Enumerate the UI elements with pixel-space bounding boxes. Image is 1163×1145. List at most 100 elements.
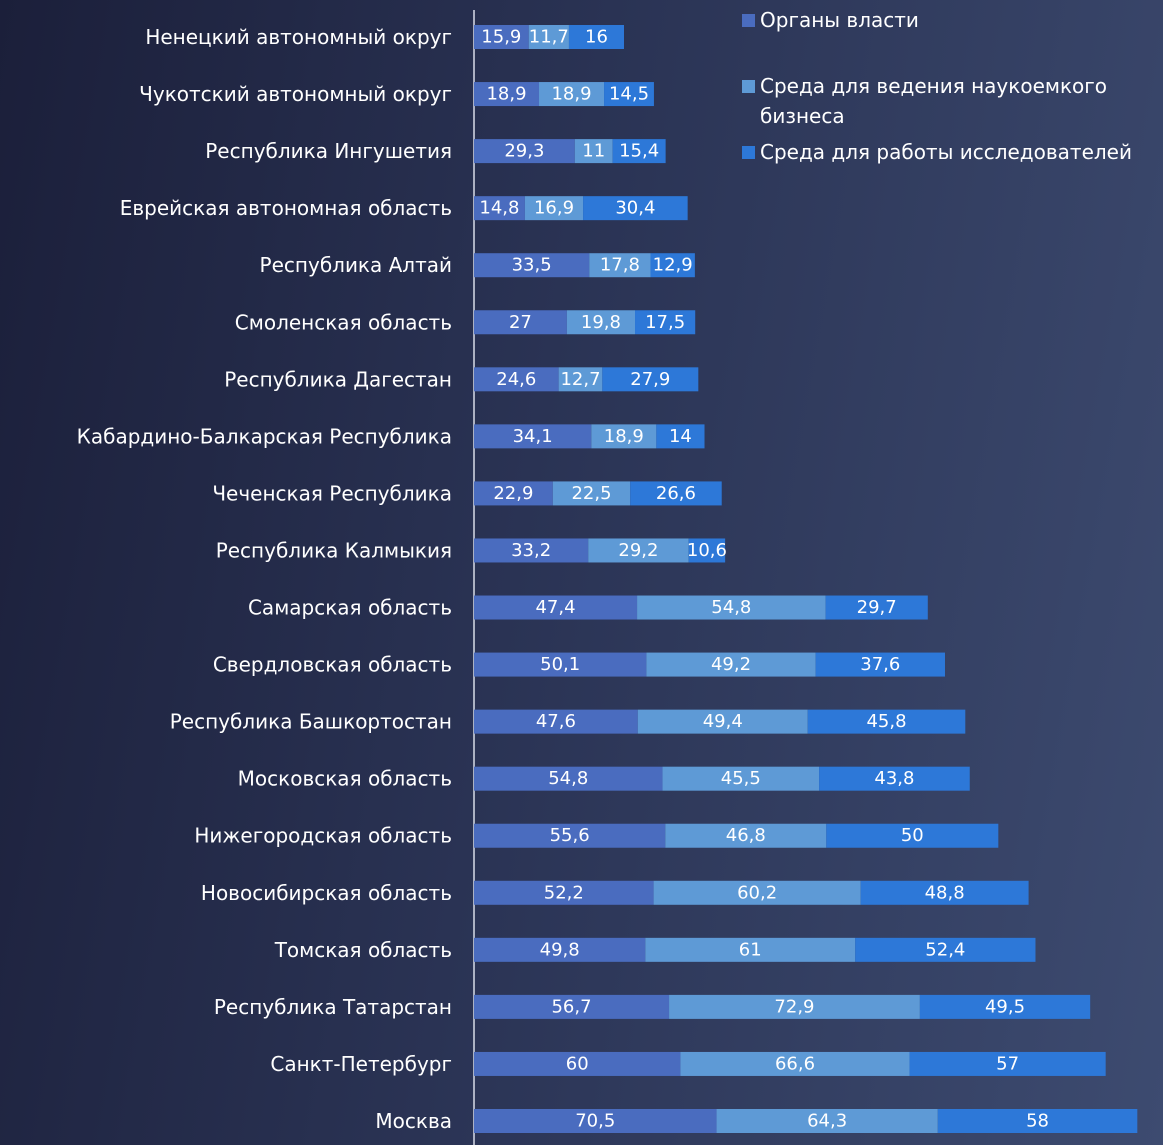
value-label: 54,8 (548, 768, 588, 789)
category-label: Чеченская Республика (212, 481, 452, 505)
value-label: 49,8 (540, 939, 580, 960)
bar-segment (645, 937, 856, 962)
category-label: Республика Калмыкия (216, 538, 452, 562)
bar-segment (860, 880, 1029, 905)
category-label: Москва (375, 1109, 452, 1133)
value-label: 27 (509, 312, 532, 333)
value-label: 17,5 (645, 312, 685, 333)
bar-segment (855, 937, 1036, 962)
bar-segment (591, 424, 657, 449)
bar-segment (637, 709, 808, 734)
value-label: 14,5 (609, 84, 649, 105)
bar-segment (688, 538, 726, 563)
bar-segment (669, 994, 920, 1019)
value-label: 15,4 (619, 141, 659, 162)
category-label: Кабардино-Балкарская Республика (77, 424, 452, 448)
value-label: 49,4 (703, 711, 743, 732)
value-label: 64,3 (807, 1111, 847, 1132)
value-label: 22,9 (493, 483, 533, 504)
value-label: 49,5 (985, 996, 1025, 1017)
value-label: 54,8 (711, 597, 751, 618)
legend-label: Органы власти (760, 8, 919, 32)
legend-swatch (742, 80, 755, 93)
bar-segment (630, 481, 722, 506)
bar-segment (680, 1051, 910, 1076)
bar-segment (474, 766, 663, 791)
bar-segment (474, 310, 567, 335)
value-label: 16 (585, 27, 608, 48)
value-label: 15,9 (481, 27, 521, 48)
bar-segment (474, 709, 638, 734)
value-label: 18,9 (604, 426, 644, 447)
value-label: 27,9 (630, 369, 670, 390)
value-label: 49,2 (711, 654, 751, 675)
bar-segment (826, 823, 999, 848)
legend-swatch (742, 14, 755, 27)
value-label: 50 (901, 825, 924, 846)
value-label: 52,4 (925, 939, 965, 960)
category-label: Республика Ингушетия (205, 139, 452, 163)
value-label: 14 (669, 426, 692, 447)
value-label: 45,8 (866, 711, 906, 732)
bar-segment (653, 880, 861, 905)
bar-segment (474, 1109, 717, 1133)
value-label: 70,5 (575, 1111, 615, 1132)
value-label: 12,9 (653, 255, 693, 276)
value-label: 61 (739, 939, 762, 960)
value-label: 30,4 (615, 198, 655, 219)
value-label: 34,1 (513, 426, 553, 447)
value-label: 43,8 (874, 768, 914, 789)
bar-segment (474, 880, 654, 905)
bar-segment (604, 82, 654, 107)
value-label: 52,2 (544, 882, 584, 903)
value-label: 17,8 (600, 255, 640, 276)
value-label: 24,6 (496, 369, 536, 390)
bar-segment (819, 766, 970, 791)
value-label: 22,5 (571, 483, 611, 504)
value-label: 11,7 (529, 27, 569, 48)
value-label: 56,7 (551, 996, 591, 1017)
bar-segment (474, 139, 575, 164)
bar-segment (474, 481, 553, 506)
value-label: 18,9 (486, 84, 526, 105)
bar-segment (474, 937, 646, 962)
bar-segment (552, 481, 631, 506)
legend-label: Среда для работы исследователей (760, 140, 1132, 164)
value-label: 47,6 (536, 711, 576, 732)
bar-segment (937, 1109, 1138, 1133)
legend-item: Среда для работы исследователей (742, 137, 1162, 167)
legend-swatch (742, 146, 755, 159)
value-label: 26,6 (656, 483, 696, 504)
bar-segment (474, 25, 529, 49)
bar-segment (583, 196, 688, 221)
legend-item: Органы власти (742, 5, 1162, 35)
bar-segment (474, 1051, 681, 1076)
category-label: Московская область (238, 767, 452, 791)
category-label: Республика Алтай (260, 253, 452, 277)
bar-segment (650, 253, 695, 278)
value-label: 37,6 (860, 654, 900, 675)
bar-segment (662, 766, 820, 791)
value-label: 16,9 (534, 198, 574, 219)
value-label: 33,5 (512, 255, 552, 276)
bar-segment (474, 538, 589, 563)
bar-segment (825, 595, 928, 620)
value-label: 10,6 (687, 540, 727, 561)
value-label: 11 (582, 141, 605, 162)
category-label: Еврейская автономная область (120, 196, 452, 220)
value-label: 55,6 (550, 825, 590, 846)
bar-segment (524, 196, 584, 221)
category-label: Ненецкий автономный округ (145, 25, 452, 49)
bar-segment (568, 25, 625, 49)
bar-segment (919, 994, 1091, 1019)
bar-segment (807, 709, 966, 734)
category-label: Чукотский автономный округ (139, 82, 452, 106)
value-label: 33,2 (511, 540, 551, 561)
value-label: 19,8 (581, 312, 621, 333)
bar-segment (665, 823, 827, 848)
bar-segment (474, 82, 540, 107)
value-label: 29,2 (618, 540, 658, 561)
legend-item: Среда для ведения наукоемкого бизнеса (742, 71, 1162, 131)
